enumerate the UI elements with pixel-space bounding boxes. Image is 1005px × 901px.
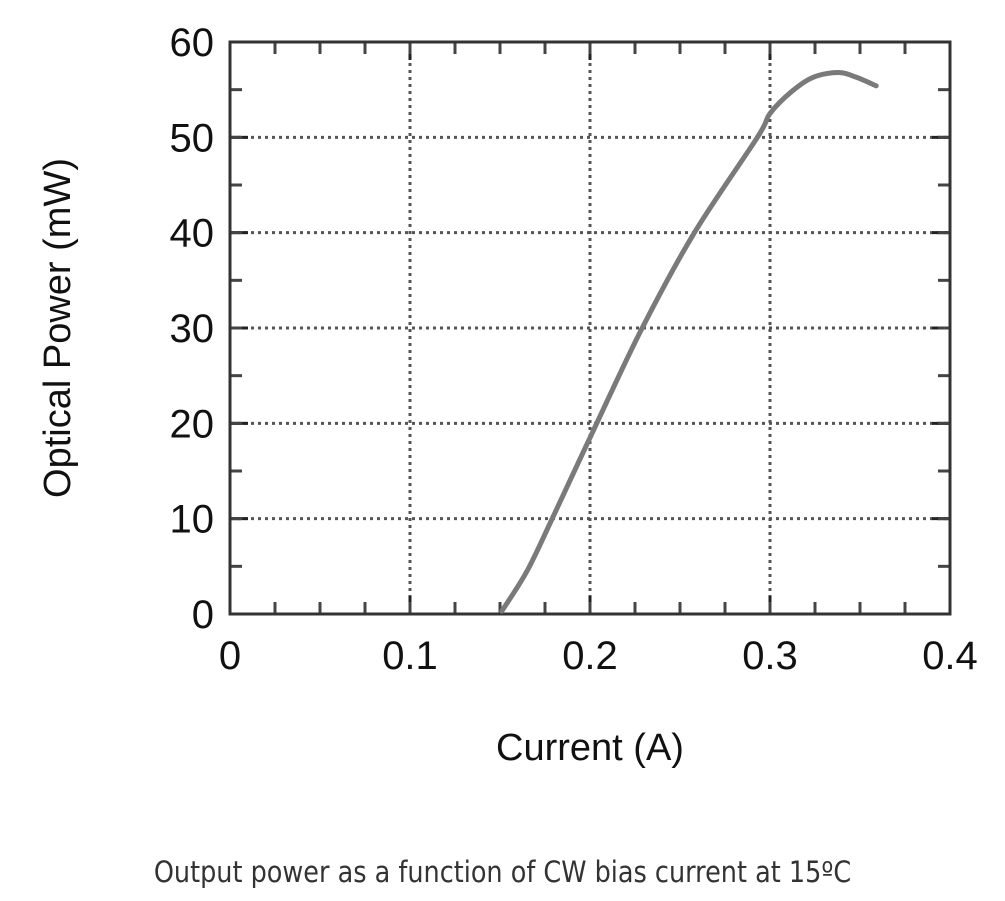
x-tick-label: 0.3 (742, 634, 798, 678)
plot-frame (228, 40, 952, 616)
tick-labels: 0 0.1 0.2 0.3 0.4 0 10 20 30 40 50 60 (170, 21, 978, 678)
y-tick-label: 50 (170, 116, 215, 160)
x-tick-label: 0 (219, 634, 241, 678)
y-tick-label: 40 (170, 212, 215, 256)
x-tick-label: 0.4 (922, 634, 978, 678)
y-axis-label: Optical Power (mW) (37, 158, 79, 498)
grid (230, 42, 950, 614)
x-tick-label: 0.1 (382, 634, 438, 678)
y-tick-label: 20 (170, 402, 215, 446)
y-tick-label: 60 (170, 21, 215, 65)
x-axis-label: Current (A) (496, 727, 684, 769)
y-tick-label: 10 (170, 498, 215, 542)
x-tick-label: 0.2 (562, 634, 618, 678)
series-line (499, 70, 879, 614)
y-tick-label: 30 (170, 307, 215, 351)
figure-caption: Output power as a function of CW bias cu… (153, 855, 852, 889)
y-tick-label: 0 (192, 593, 214, 637)
